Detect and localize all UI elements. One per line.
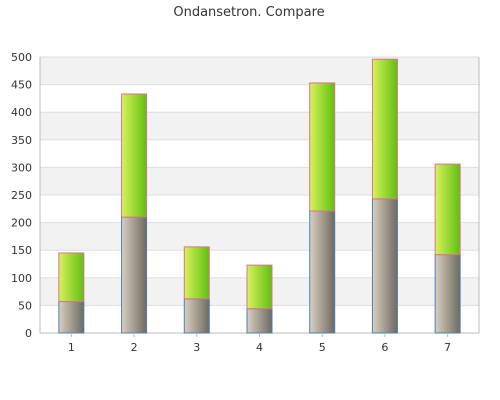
bar-segment xyxy=(371,198,398,334)
bar-segment xyxy=(246,264,273,310)
y-tick-label: 300 xyxy=(11,161,32,174)
plot-band xyxy=(40,195,479,223)
y-tick-label: 450 xyxy=(11,79,32,92)
x-tick-label: 6 xyxy=(381,341,388,354)
x-axis: 1 2 3 4 5 6 7 xyxy=(68,333,451,354)
plot-band xyxy=(40,139,479,168)
y-axis: 0 50 100 150 200 250 300 350 400 450 500 xyxy=(11,51,32,340)
y-tick-label: 400 xyxy=(11,106,32,119)
plot-background xyxy=(40,57,479,333)
bar-segment xyxy=(371,58,398,200)
bar-segment xyxy=(434,254,461,334)
bar-segment xyxy=(121,216,148,334)
plot-band xyxy=(40,112,479,140)
x-tick-label: 3 xyxy=(193,341,200,354)
bar-segment xyxy=(183,298,210,334)
y-tick-label: 50 xyxy=(18,299,32,312)
bar-segment xyxy=(183,246,210,300)
y-tick-label: 200 xyxy=(11,217,32,230)
y-tick-label: 500 xyxy=(11,51,32,64)
x-tick-label: 1 xyxy=(68,341,75,354)
y-tick-label: 250 xyxy=(11,189,32,202)
bar-segment xyxy=(309,82,336,212)
x-tick-label: 5 xyxy=(319,341,326,354)
x-tick-label: 7 xyxy=(444,341,451,354)
y-tick-label: 0 xyxy=(25,327,32,340)
plot-band xyxy=(40,57,479,85)
bar-segment xyxy=(58,252,85,303)
chart-title: Ondansetron. Compare xyxy=(173,5,324,20)
x-tick-label: 2 xyxy=(131,341,138,354)
y-tick-label: 150 xyxy=(11,244,32,257)
bar-group xyxy=(58,58,461,334)
bar-segment xyxy=(246,308,273,334)
plot-band xyxy=(40,84,479,113)
bar-segment xyxy=(434,163,461,256)
bar-segment xyxy=(58,301,85,334)
y-tick-label: 350 xyxy=(11,134,32,147)
x-tick-label: 4 xyxy=(256,341,263,354)
bar-segment xyxy=(121,93,148,218)
y-tick-label: 100 xyxy=(11,272,32,285)
plot-band xyxy=(40,167,479,195)
plot-band xyxy=(40,222,479,251)
bar-segment xyxy=(309,210,336,334)
